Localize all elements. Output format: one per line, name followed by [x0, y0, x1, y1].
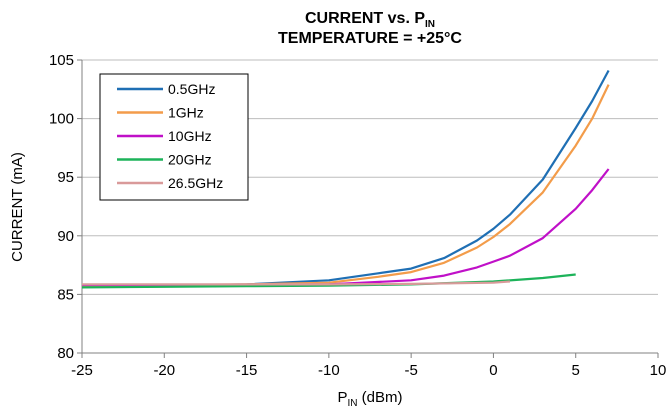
- x-axis-label-unit: (dBm): [358, 389, 403, 406]
- x-tick-labels: -25 -20 -15 -10 -5 0 5 10: [71, 362, 666, 379]
- legend-label: 1GHz: [168, 105, 204, 121]
- x-axis-label-subscript: IN: [348, 398, 358, 409]
- y-tick-labels: 80 85 90 95 100 105: [49, 52, 74, 362]
- chart-title-line2: TEMPERATURE = +25°C: [278, 30, 462, 47]
- series-lines: [81, 69, 610, 289]
- x-tick-label: 10: [650, 362, 667, 379]
- x-tick-label: -10: [318, 362, 340, 379]
- y-tick-label: 100: [49, 111, 74, 128]
- legend-label: 10GHz: [168, 128, 212, 144]
- legend-label: 26.5GHz: [168, 175, 223, 191]
- x-tick-label: -20: [153, 362, 175, 379]
- x-tick-label: -5: [404, 362, 417, 379]
- x-axis-label-main: P: [337, 389, 347, 406]
- y-tick-label: 105: [49, 52, 74, 69]
- y-axis-label: CURRENT (mA): [9, 152, 26, 262]
- y-tick-label: 95: [57, 169, 74, 186]
- x-tick-label: -25: [71, 362, 93, 379]
- legend-label: 0.5GHz: [168, 81, 215, 97]
- y-tick-label: 90: [57, 228, 74, 245]
- x-tick-label: 0: [489, 362, 497, 379]
- x-tick-label: -15: [236, 362, 258, 379]
- chart-title-subscript: IN: [425, 19, 435, 30]
- x-tick-label: 5: [572, 362, 580, 379]
- x-axis-label: PIN (dBm): [337, 389, 402, 409]
- chart-title-line1: CURRENT vs. PIN: [305, 10, 435, 30]
- series-line-26-5ghz: [82, 280, 510, 286]
- chart-title-main: CURRENT vs. P: [305, 10, 425, 27]
- legend: 0.5GHz 1GHz 10GHz 20GHz 26.5GHz: [99, 73, 249, 201]
- y-tick-label: 80: [57, 345, 74, 362]
- y-tick-label: 85: [57, 286, 74, 303]
- legend-label: 20GHz: [168, 152, 212, 168]
